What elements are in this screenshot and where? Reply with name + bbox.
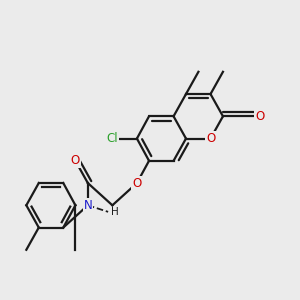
- Text: N: N: [83, 199, 92, 212]
- Text: H: H: [111, 207, 119, 217]
- Text: O: O: [255, 110, 265, 123]
- Text: O: O: [71, 154, 80, 167]
- Text: O: O: [206, 132, 215, 145]
- Text: O: O: [132, 176, 142, 190]
- Text: Cl: Cl: [106, 132, 118, 145]
